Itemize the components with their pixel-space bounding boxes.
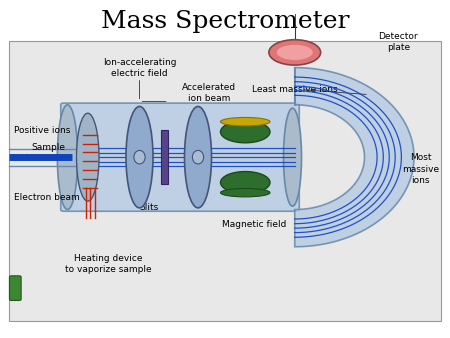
Ellipse shape (220, 171, 270, 193)
Text: Electron beam: Electron beam (14, 193, 79, 202)
Text: Mass Spectrometer: Mass Spectrometer (101, 10, 349, 33)
Ellipse shape (220, 189, 270, 197)
Ellipse shape (184, 106, 212, 208)
Text: Magnetic field: Magnetic field (222, 220, 287, 229)
Text: Detector
plate: Detector plate (378, 32, 418, 52)
Text: Sample: Sample (32, 143, 66, 151)
Text: Slits: Slits (139, 203, 158, 212)
Bar (161, 130, 168, 184)
Polygon shape (295, 68, 414, 247)
Ellipse shape (220, 118, 270, 126)
Ellipse shape (76, 113, 99, 201)
Bar (9, 41, 441, 321)
Ellipse shape (126, 106, 153, 208)
Ellipse shape (269, 40, 320, 65)
Ellipse shape (193, 150, 203, 164)
Ellipse shape (277, 45, 313, 60)
Text: Heating device
to vaporize sample: Heating device to vaporize sample (65, 254, 151, 274)
Ellipse shape (220, 121, 270, 143)
Text: Least massive ions: Least massive ions (252, 85, 338, 94)
Ellipse shape (284, 108, 302, 206)
Text: Most
massive
ions: Most massive ions (402, 153, 439, 185)
Text: Ion-accelerating
electric field: Ion-accelerating electric field (103, 57, 176, 78)
Text: Accelerated
ion beam: Accelerated ion beam (182, 83, 236, 103)
Ellipse shape (134, 150, 145, 164)
FancyBboxPatch shape (9, 276, 21, 300)
Ellipse shape (58, 105, 78, 210)
Text: Positive ions: Positive ions (14, 126, 70, 135)
FancyBboxPatch shape (61, 103, 299, 211)
